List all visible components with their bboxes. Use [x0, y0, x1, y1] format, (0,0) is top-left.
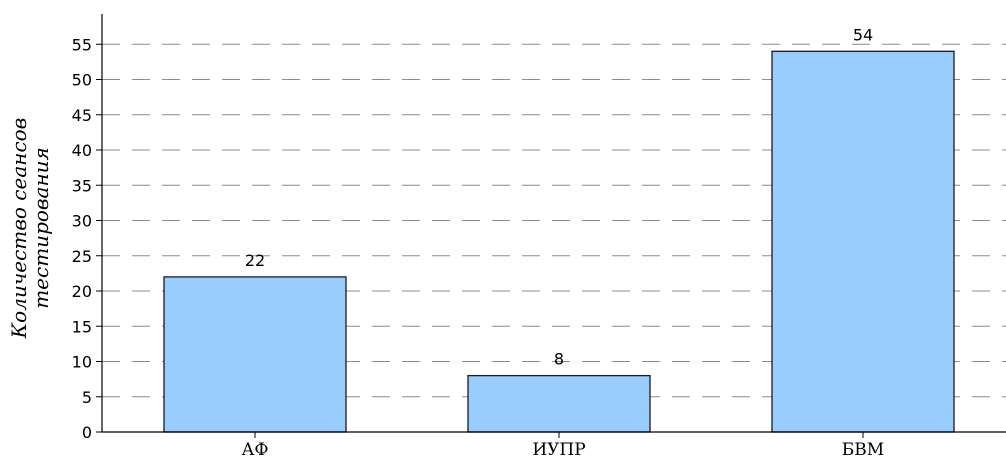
y-tick-label: 45	[72, 106, 92, 125]
axes-layer	[101, 14, 1006, 433]
y-tick-label: 30	[72, 212, 92, 231]
y-tick-label: 20	[72, 282, 92, 301]
x-tick-label: ИУПР	[532, 440, 585, 460]
bar	[163, 276, 347, 433]
y-tick-label: 25	[72, 247, 92, 266]
data-labels-layer: 22 8 54	[245, 25, 873, 368]
y-tick-label: 35	[72, 176, 92, 195]
x-tick-label: АФ	[242, 440, 269, 460]
y-axis-title-group: Количество сеансов тестирования	[7, 118, 53, 340]
y-tick-label: 0	[82, 423, 92, 442]
y-axis-title-line-1: Количество сеансов	[7, 118, 31, 340]
y-tick-label: 40	[72, 141, 92, 160]
bar	[771, 50, 955, 433]
y-tick-label: 10	[72, 353, 92, 372]
y-axis-title-line-2: тестирования	[29, 147, 53, 309]
x-labels-layer: АФ ИУПР БВМ	[242, 432, 884, 460]
y-tick-label: 50	[72, 71, 92, 90]
bars-layer	[163, 50, 955, 433]
bar-value-label: 54	[853, 25, 873, 44]
bar-value-label: 22	[245, 251, 265, 270]
bar	[467, 374, 651, 433]
y-tick-label: 55	[72, 35, 92, 54]
bar-value-label: 8	[554, 350, 564, 369]
y-ticks-layer: 0 5 10 15 20 25 30 35 40 45 50 55	[72, 35, 102, 442]
x-tick-label: БВМ	[842, 440, 884, 460]
y-tick-label: 15	[72, 317, 92, 336]
y-tick-label: 5	[82, 388, 92, 407]
